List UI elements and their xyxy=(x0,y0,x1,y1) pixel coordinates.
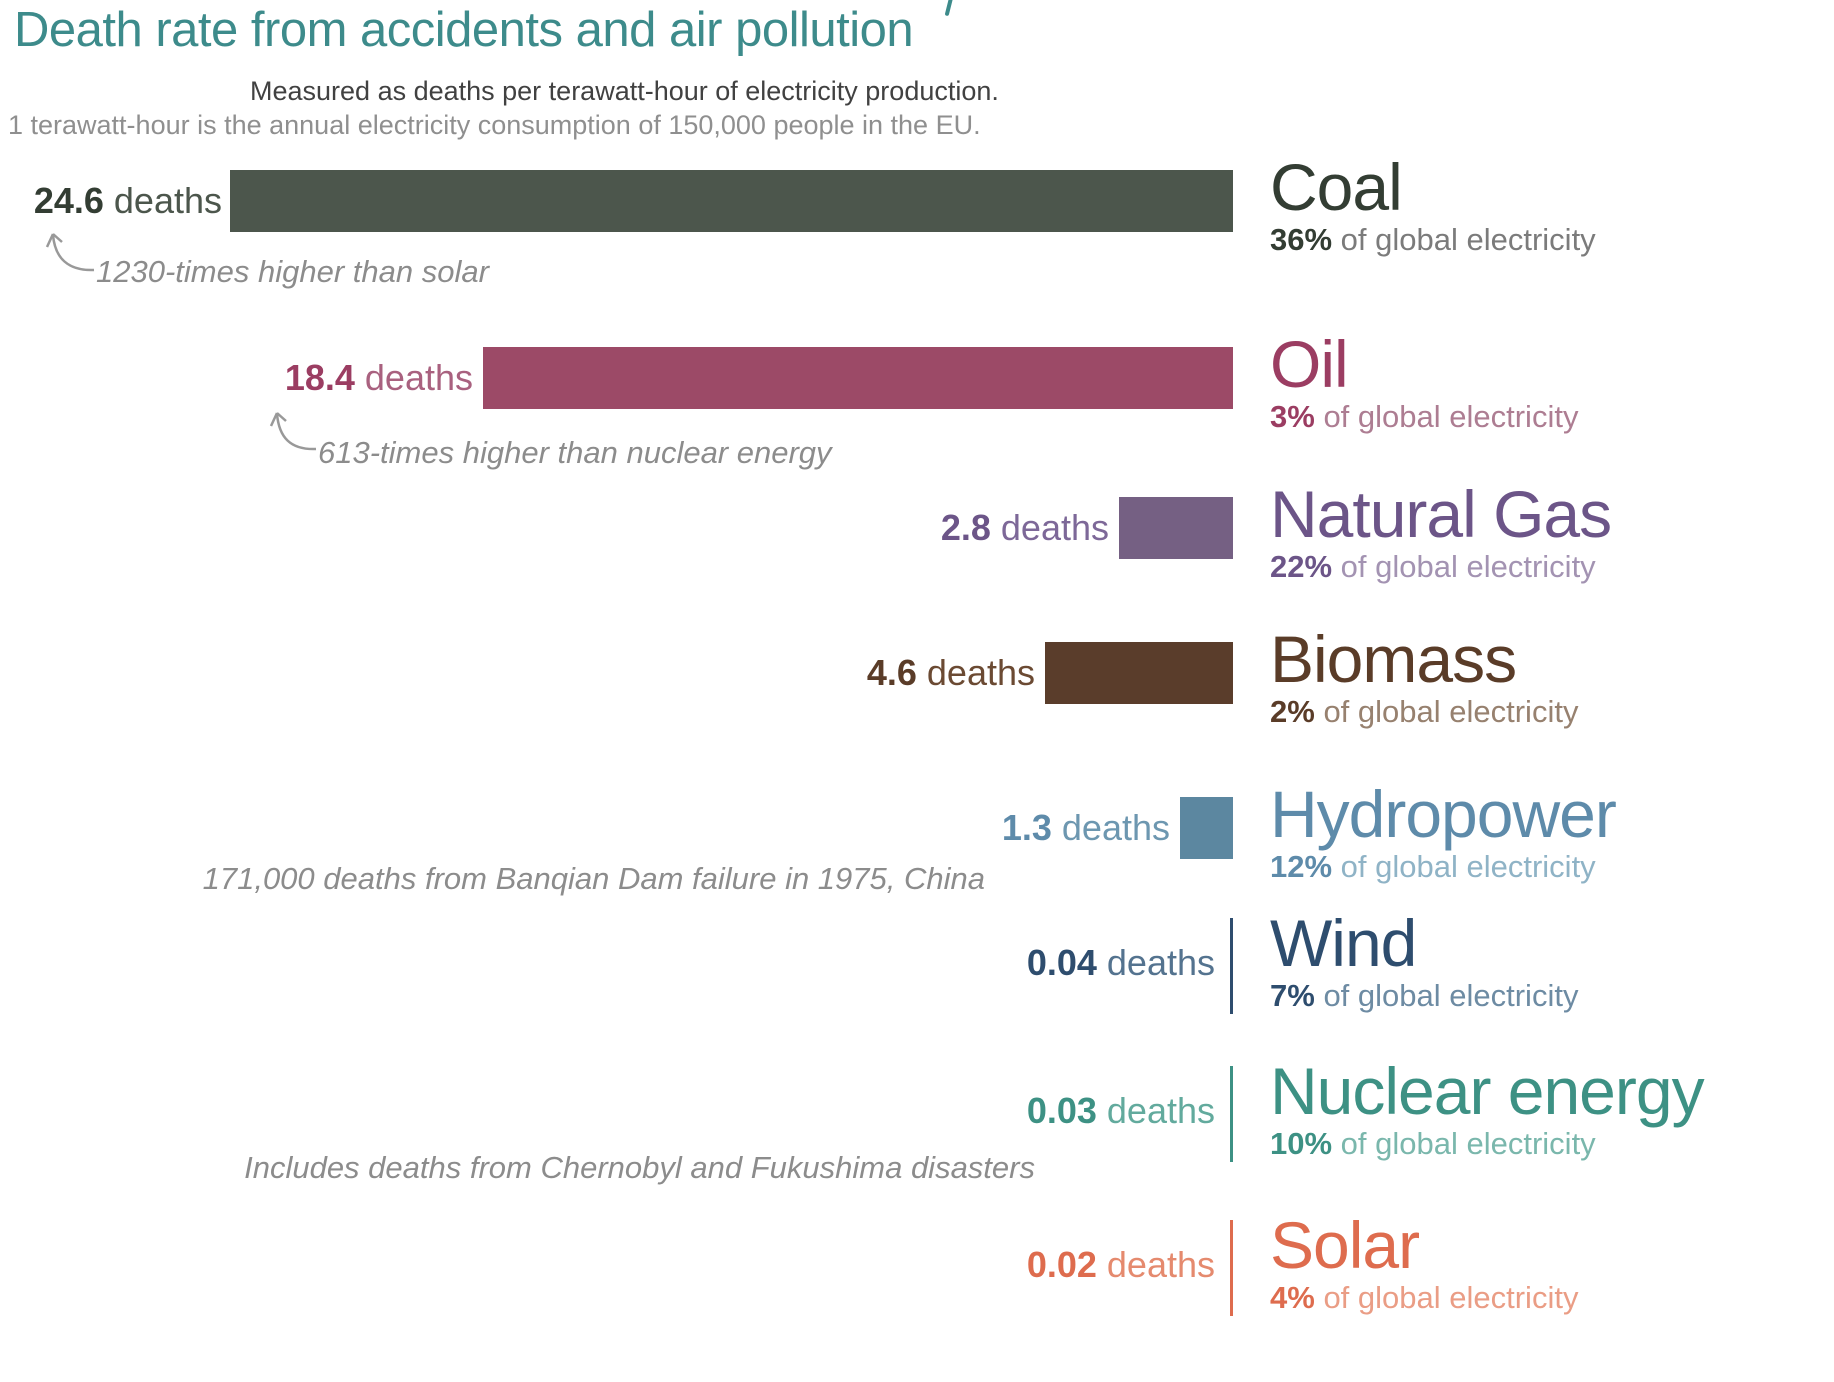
share-line: 7% of global electricity xyxy=(1270,978,1579,1013)
source-label-wind: Wind 7% of global electricity xyxy=(1270,910,1578,1014)
source-label-oil: Oil 3% of global electricity xyxy=(1270,331,1578,435)
source-name: Oil xyxy=(1270,327,1349,401)
source-name: Biomass xyxy=(1270,622,1517,696)
bar-wind xyxy=(1230,918,1233,1014)
source-name: Wind xyxy=(1270,906,1417,980)
source-name: Hydropower xyxy=(1270,777,1617,851)
source-name: Coal xyxy=(1270,150,1403,224)
share-line: 22% of global electricity xyxy=(1270,549,1596,584)
deaths-value: 2.8 deaths xyxy=(940,507,1109,548)
annotation-text: 171,000 deaths from Banqian Dam failure … xyxy=(202,861,985,896)
deaths-value: 18.4 deaths xyxy=(284,357,473,398)
source-label-hydropower: Hydropower 12% of global electricity xyxy=(1270,777,1617,885)
deaths-value: 0.02 deaths xyxy=(1026,1244,1215,1285)
annotation-text: Includes deaths from Chernobyl and Fukus… xyxy=(244,1150,1035,1185)
annotation-text: 613-times higher than nuclear energy xyxy=(318,435,832,470)
chart-subtitle: Measured as deaths per terawatt-hour of … xyxy=(250,76,999,106)
source-label-nuclear-energy: Nuclear energy 10% of global electricity xyxy=(1270,1054,1705,1162)
curved-arrow-icon xyxy=(45,233,95,272)
source-label-coal: Coal 36% of global electricity xyxy=(1270,154,1596,258)
source-label-biomass: Biomass 2% of global electricity xyxy=(1270,626,1578,730)
cropped-text-fragment xyxy=(944,0,954,17)
curved-arrow-icon xyxy=(269,412,317,451)
deaths-value: 1.3 deaths xyxy=(1001,807,1170,848)
bar-coal xyxy=(230,170,1233,232)
share-line: 3% of global electricity xyxy=(1270,399,1579,434)
bar-hydropower xyxy=(1180,797,1233,859)
bar-oil xyxy=(483,347,1233,409)
share-line: 12% of global electricity xyxy=(1270,849,1596,884)
bar-solar xyxy=(1230,1220,1233,1316)
share-line: 2% of global electricity xyxy=(1270,694,1579,729)
bar-nuclear-energy xyxy=(1230,1066,1233,1162)
share-line: 36% of global electricity xyxy=(1270,222,1596,257)
bar-biomass xyxy=(1045,642,1233,704)
deaths-value: 0.03 deaths xyxy=(1026,1090,1215,1131)
deaths-value: 4.6 deaths xyxy=(866,652,1035,693)
source-label-solar: Solar 4% of global electricity xyxy=(1270,1212,1578,1316)
page-title: Death rate from accidents and air pollut… xyxy=(14,3,914,57)
source-name: Solar xyxy=(1270,1208,1420,1282)
share-line: 4% of global electricity xyxy=(1270,1280,1579,1315)
bar-natural-gas xyxy=(1119,497,1233,559)
share-line: 10% of global electricity xyxy=(1270,1126,1596,1161)
source-name: Natural Gas xyxy=(1270,477,1612,551)
deaths-value: 0.04 deaths xyxy=(1026,942,1215,983)
source-label-natural-gas: Natural Gas 22% of global electricity xyxy=(1270,477,1612,585)
annotation-text: 1230-times higher than solar xyxy=(96,254,489,289)
chart-footnote: 1 terawatt-hour is the annual electricit… xyxy=(8,110,981,140)
deaths-value: 24.6 deaths xyxy=(33,180,222,221)
source-name: Nuclear energy xyxy=(1270,1054,1705,1128)
